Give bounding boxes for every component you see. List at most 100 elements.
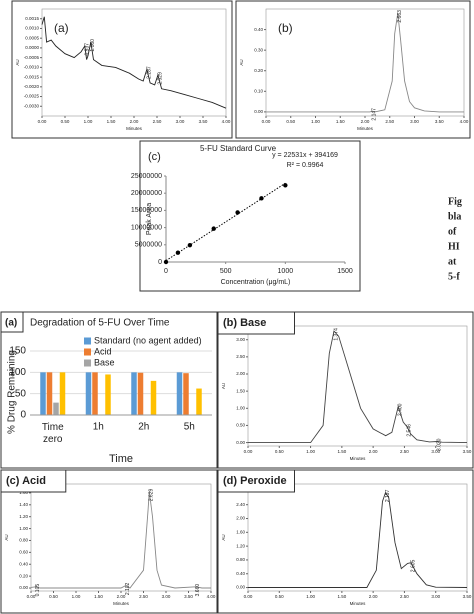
panel-label: (a) (54, 21, 69, 35)
x-tick-label: 0.00 (244, 594, 253, 599)
y-tick-label: 5000000 (135, 242, 162, 249)
y-tick-label: 0.0010 (25, 26, 39, 31)
x-tick-label: 2.50 (139, 594, 148, 599)
y-tick-label: 0.30 (254, 47, 263, 52)
bar (92, 372, 98, 415)
y-tick-label: 25000000 (131, 173, 162, 180)
bar (196, 388, 202, 415)
panel-label: (a) (5, 318, 17, 329)
panel-title: (c) Acid (6, 475, 46, 487)
y-tick-label: 100 (9, 367, 26, 378)
y-axis-label: % Drug Remaining (7, 350, 18, 434)
x-tick-label: 2.50 (400, 594, 409, 599)
y-tick-label: 0 (20, 410, 26, 421)
side-text: Fig (448, 196, 462, 207)
x-tick-label: 4.00 (207, 594, 216, 599)
x-tick-label: 0.50 (61, 119, 70, 124)
plot-frame (247, 325, 468, 447)
legend-swatch (84, 348, 91, 356)
title-box (217, 311, 295, 335)
y-tick-label: -0.0025 (24, 94, 40, 99)
y-tick-label: 2.00 (236, 371, 245, 376)
data-point (259, 196, 264, 201)
panel-border (235, 0, 471, 139)
x-tick-label: 3.00 (162, 594, 171, 599)
y-tick-label: -0.0005 (24, 55, 40, 60)
legend-swatch (84, 359, 91, 367)
y-tick-label: 0.00 (236, 585, 245, 590)
x-tick-label: 1h (93, 422, 104, 433)
bar (105, 374, 111, 415)
bar (59, 372, 66, 415)
trendline (165, 182, 286, 262)
x-tick-label: 3.50 (463, 449, 472, 454)
title-box (217, 469, 295, 493)
y-tick-label: 2.00 (236, 516, 245, 521)
chromatogram-line (266, 13, 464, 113)
panel-title: (b) Base (223, 317, 266, 329)
bar (137, 372, 144, 415)
x-tick-label: 2.00 (361, 119, 370, 124)
x-tick-label: 5h (184, 422, 195, 433)
bar (150, 380, 157, 415)
y-tick-label: 1.20 (19, 514, 28, 519)
y-axis-label: AU (221, 534, 226, 540)
x-tick-label: 0 (164, 268, 168, 275)
peak-label: 3.020 (436, 438, 442, 451)
y-tick-label: 0.0015 (25, 16, 39, 21)
peak-label: 0.105 (35, 584, 41, 597)
x-tick-label: 3.50 (463, 594, 472, 599)
x-tick-label: 1.00 (306, 449, 315, 454)
bar (46, 372, 53, 415)
x-tick-label: 2.50 (400, 449, 409, 454)
y-tick-label: 0.80 (236, 557, 245, 562)
chromatogram-line (41, 16, 227, 109)
y-tick-label: 0.80 (19, 538, 28, 543)
panel-border (217, 311, 474, 469)
x-tick-label: 2.50 (385, 119, 394, 124)
side-text: 5-f (448, 271, 460, 282)
y-tick-label: 1.40 (19, 502, 28, 507)
x-tick-label: 4.00 (222, 119, 231, 124)
data-point (163, 259, 169, 265)
x-tick-label: 0.50 (286, 119, 295, 124)
panel-border (11, 0, 233, 139)
y-axis-label: AU (4, 534, 9, 540)
y-tick-label: 0.00 (254, 109, 263, 114)
x-tick-label: 0.50 (275, 594, 284, 599)
peak-label: 2.663 (397, 10, 403, 23)
data-point (283, 183, 288, 188)
y-tick-label: 0.00 (236, 440, 245, 445)
x-tick-label: 2h (138, 422, 149, 433)
x-tick-label: 3.00 (410, 119, 419, 124)
y-tick-label: 15000000 (131, 207, 162, 214)
x-tick-label: 0.50 (275, 449, 284, 454)
y-tick-label: 0.40 (254, 27, 263, 32)
peak-label: 2.400 (397, 403, 403, 416)
legend-label: Base (94, 357, 115, 367)
y-axis-label: AU (15, 59, 20, 65)
x-tick-label: 4.00 (460, 119, 469, 124)
x-tick-label: 1.50 (94, 594, 103, 599)
y-tick-label: 0.40 (236, 571, 245, 576)
y-tick-label: 10000000 (131, 224, 162, 231)
bar (183, 373, 189, 415)
panel-label: (c) (148, 151, 161, 163)
y-tick-label: 1.20 (236, 543, 245, 548)
y-tick-label: -0.0010 (24, 65, 40, 70)
x-tick-label: 1.50 (337, 594, 346, 599)
y-tick-label: 0.00 (19, 585, 28, 590)
data-point (211, 226, 216, 231)
x-tick-label: 1.50 (107, 119, 116, 124)
panel-border (0, 469, 218, 614)
x-tick-label: 3.00 (431, 449, 440, 454)
x-tick-label: 2.00 (369, 449, 378, 454)
y-tick-label: 50 (15, 388, 27, 399)
title-box (0, 469, 67, 493)
peak-label: 0.937 (84, 43, 90, 56)
y-axis-label: AU (239, 59, 244, 65)
x-tick-label: 3.50 (184, 594, 193, 599)
bar (40, 372, 46, 415)
panel-label: (b) (278, 21, 293, 35)
